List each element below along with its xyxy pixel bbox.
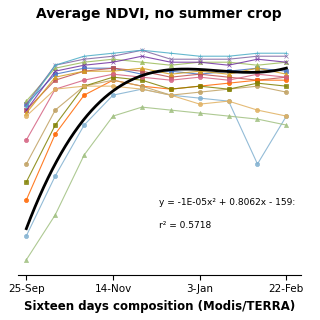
Text: y = -1E-05x² + 0.8062x - 159:: y = -1E-05x² + 0.8062x - 159: [159,198,295,207]
Text: r² = 0.5718: r² = 0.5718 [159,220,212,229]
X-axis label: Sixteen days composition (Modis/TERRA): Sixteen days composition (Modis/TERRA) [24,300,295,313]
Title: Average NDVI, no summer crop: Average NDVI, no summer crop [36,7,282,21]
